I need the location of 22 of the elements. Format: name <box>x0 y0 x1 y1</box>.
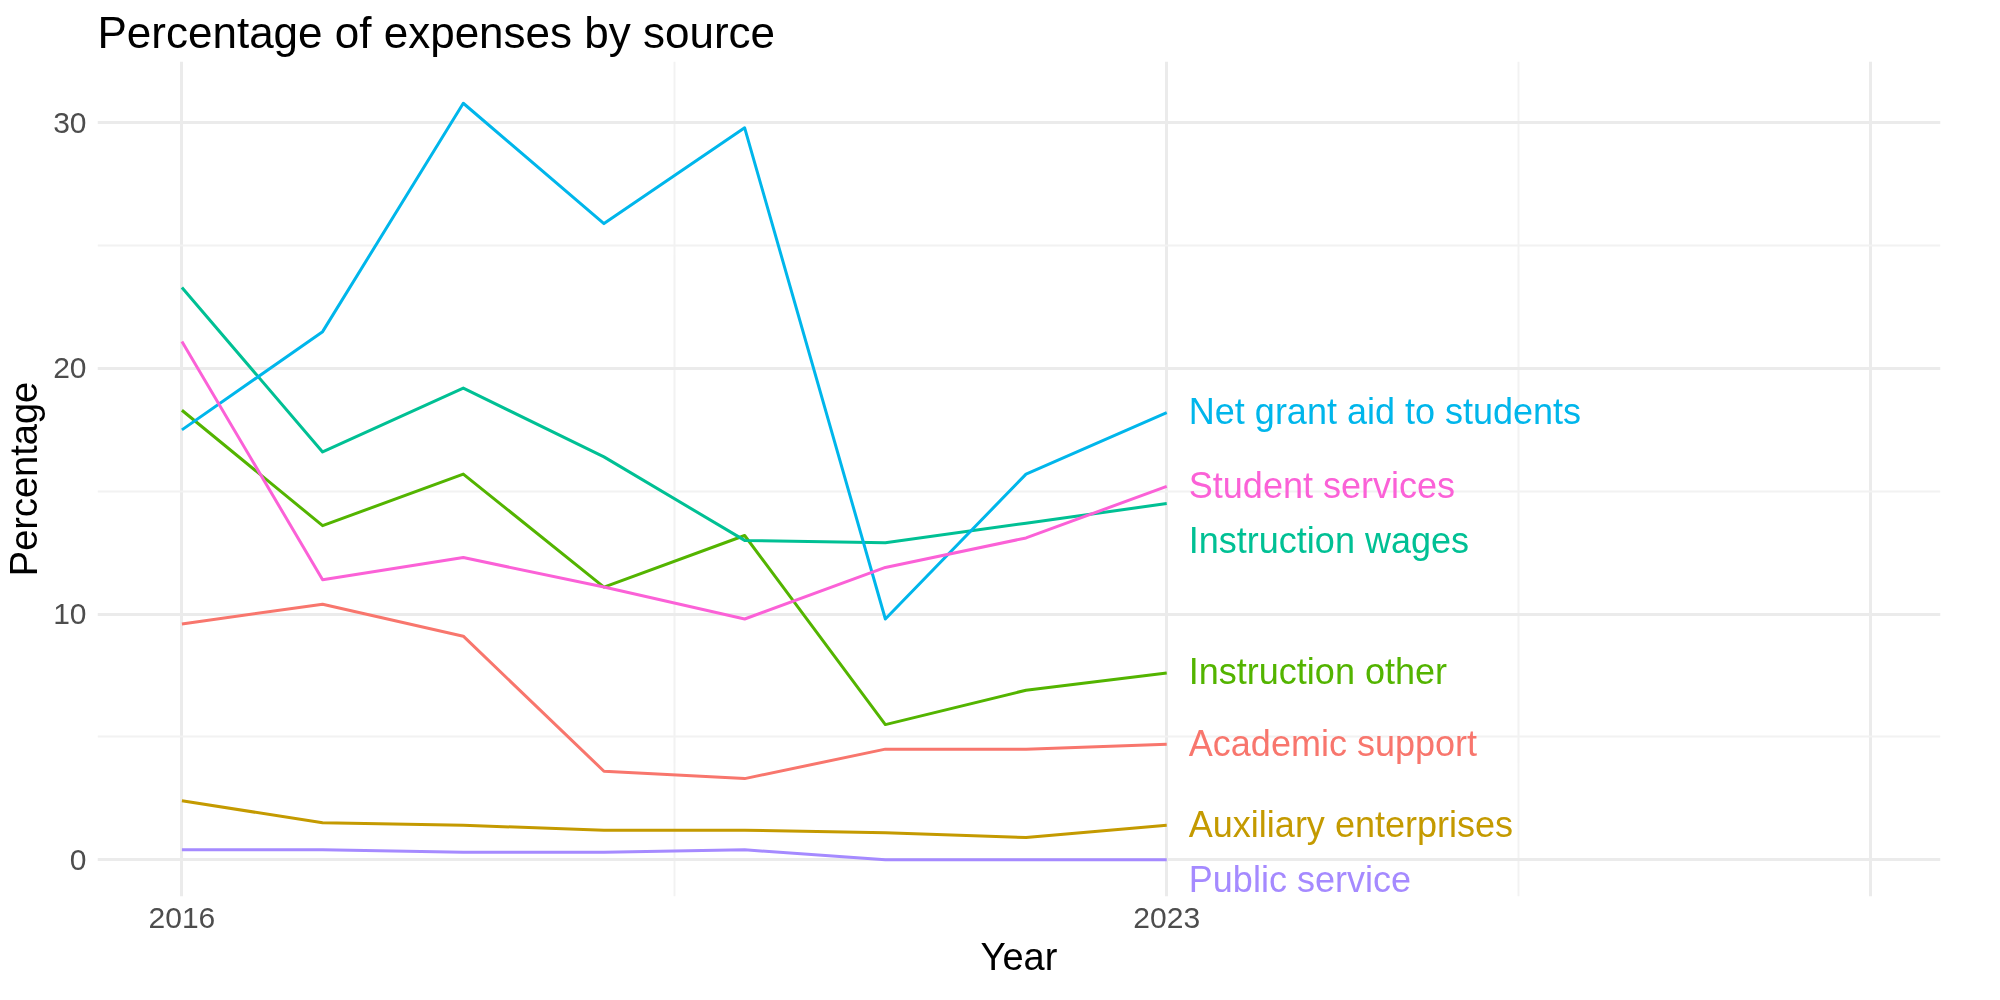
chart-title: Percentage of expenses by source <box>97 7 776 57</box>
series-label: Auxiliary enterprises <box>1188 803 1513 845</box>
series-label: Instruction wages <box>1188 520 1469 562</box>
y-tick-label: 10 <box>53 597 87 631</box>
x-axis-title: Year <box>980 935 1058 978</box>
series-label: Academic support <box>1188 722 1477 764</box>
y-tick-label: 20 <box>53 351 87 385</box>
line-series <box>180 285 1169 545</box>
series-label: Instruction other <box>1188 651 1447 693</box>
series-label: Net grant aid to students <box>1188 391 1582 433</box>
y-axis-title: Percentage <box>3 381 46 577</box>
series-label: Public service <box>1188 859 1411 901</box>
line-series <box>180 602 1169 781</box>
line-series <box>180 799 1169 840</box>
line-series <box>180 339 1169 621</box>
y-tick-label: 0 <box>69 842 87 876</box>
series-label: Student services <box>1188 464 1455 506</box>
line-series <box>180 408 1169 727</box>
line-series <box>180 101 1169 621</box>
y-tick-label: 30 <box>53 105 87 139</box>
x-tick-label: 2023 <box>1133 900 1201 934</box>
x-tick-label: 2016 <box>148 900 216 934</box>
